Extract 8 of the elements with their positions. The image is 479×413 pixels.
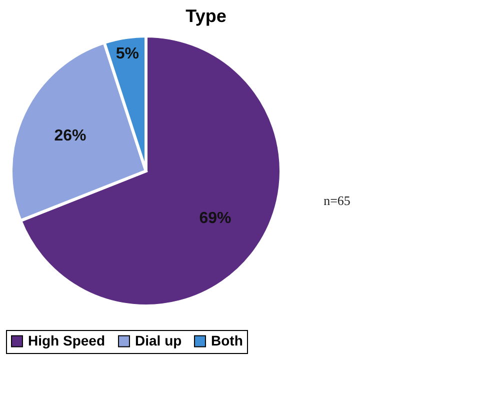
chart-title: Type [186,6,226,26]
legend-label: High Speed [28,332,106,348]
text: n=65 [324,193,350,208]
data-label: 5% [116,46,139,63]
legend-label: Both [211,332,243,348]
legend-label: Dial up [135,332,182,348]
data-label: 26% [54,127,86,144]
data-label: 69% [199,210,232,228]
